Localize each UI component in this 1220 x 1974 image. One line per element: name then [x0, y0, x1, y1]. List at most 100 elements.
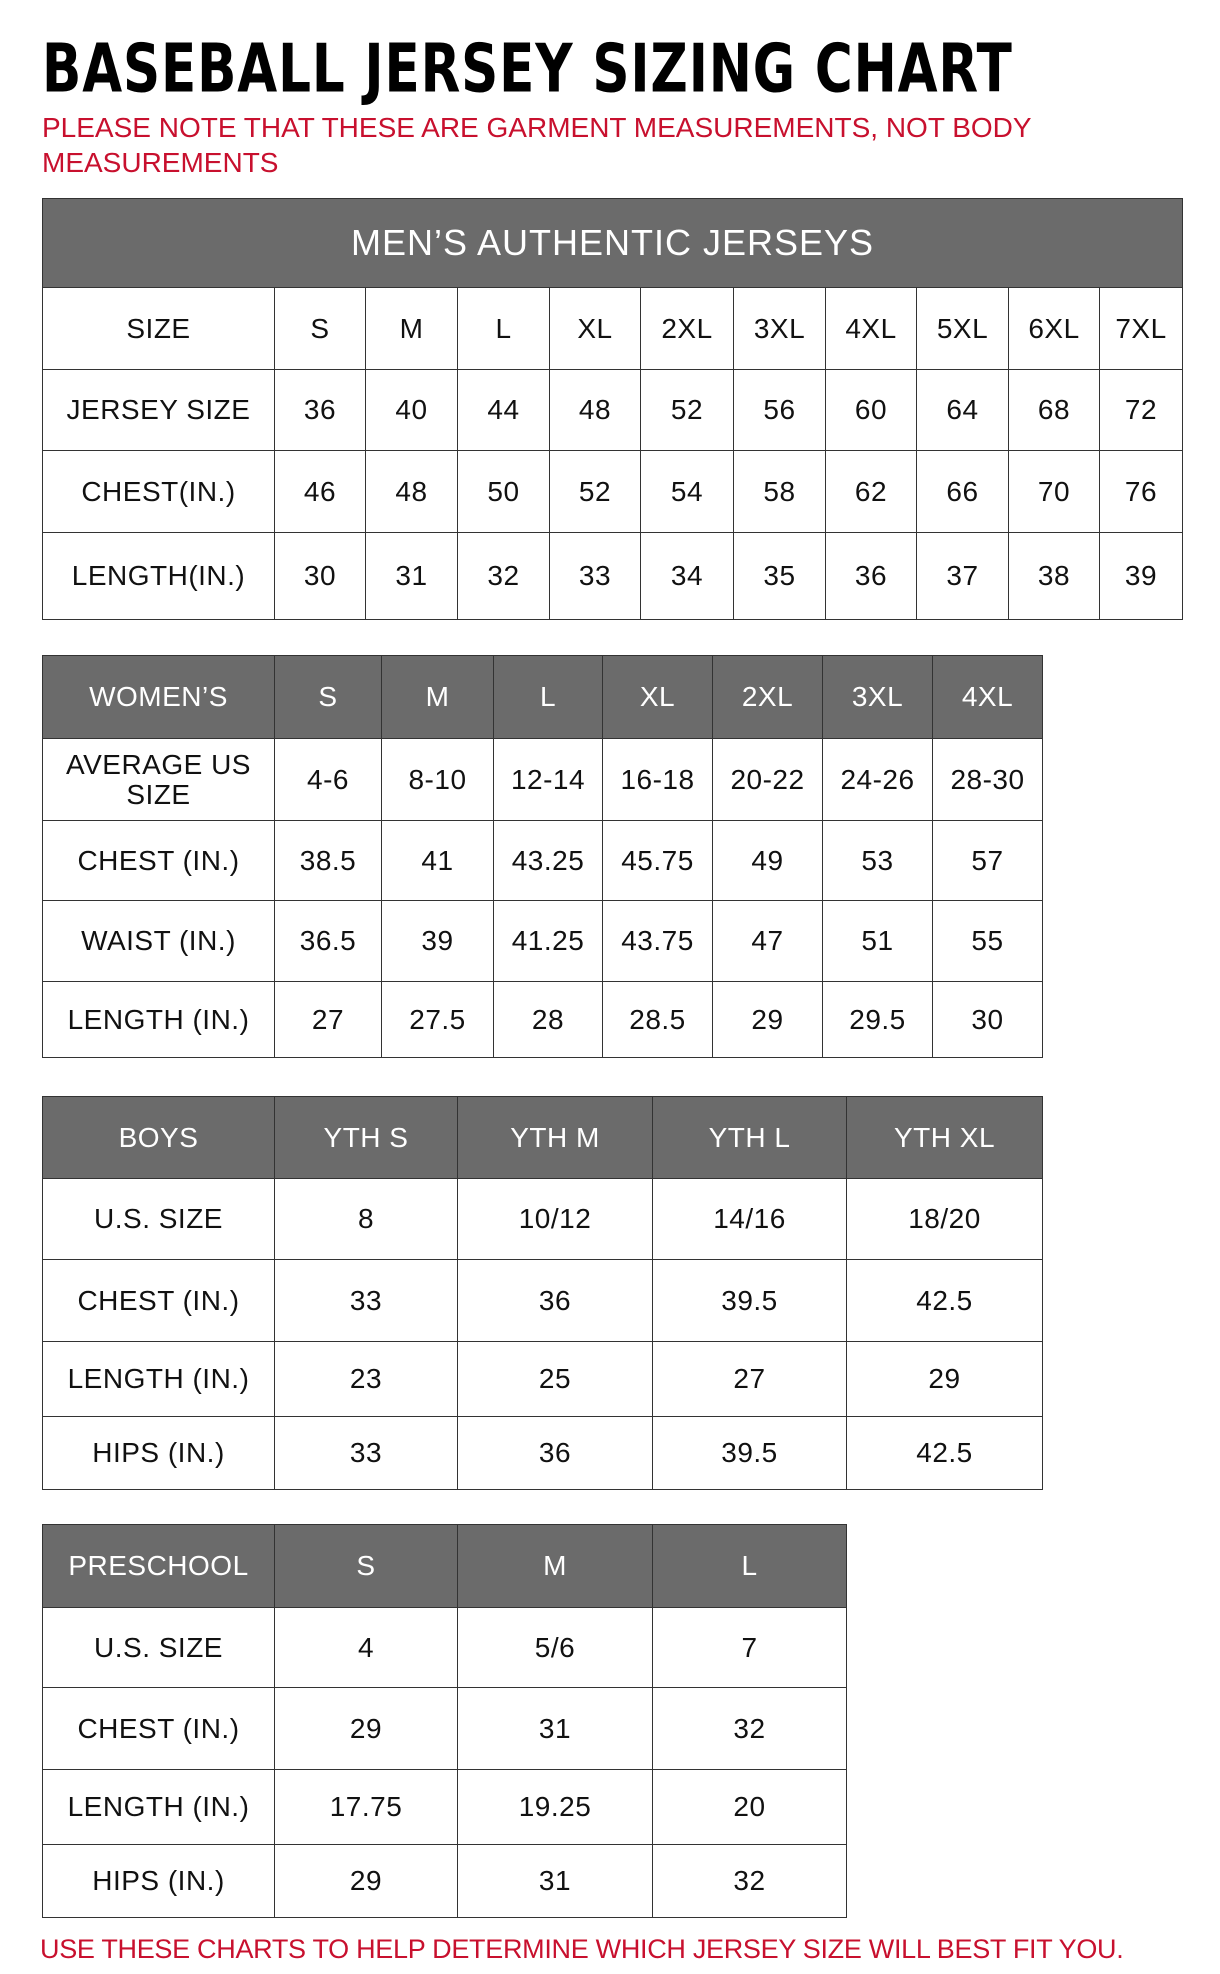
- table-row: HIPS (IN.) 29 31 32: [42, 1844, 847, 1918]
- table-cell: 25: [457, 1341, 653, 1417]
- row-label: AVERAGE US SIZE: [42, 738, 275, 821]
- column-header: L: [493, 655, 603, 739]
- table-cell: 48: [549, 369, 641, 451]
- table-cell: 72: [1099, 369, 1183, 451]
- row-label: LENGTH (IN.): [42, 1769, 275, 1845]
- table-cell: 49: [712, 820, 823, 901]
- column-header: 3XL: [822, 655, 933, 739]
- table-cell: 29: [712, 981, 823, 1058]
- table-cell: 34: [640, 532, 734, 620]
- table-cell: 36.5: [274, 900, 382, 982]
- table-cell: 24-26: [822, 738, 933, 821]
- table-cell: 54: [640, 450, 734, 533]
- table-cell: 52: [549, 450, 641, 533]
- table-cell: 38.5: [274, 820, 382, 901]
- table-cell: 33: [274, 1259, 458, 1342]
- table-cell: 10/12: [457, 1178, 653, 1260]
- table-row: SIZE S M L XL 2XL 3XL 4XL 5XL 6XL 7XL: [42, 287, 1183, 370]
- table-cell: 39: [381, 900, 494, 982]
- table-cell: 30: [274, 532, 366, 620]
- table-cell: 23: [274, 1341, 458, 1417]
- table-header-row: WOMEN’S S M L XL 2XL 3XL 4XL: [42, 655, 1043, 739]
- table-cell: 16-18: [602, 738, 713, 821]
- table-title: MEN’S AUTHENTIC JERSEYS: [42, 198, 1183, 288]
- table-cell: 36: [457, 1259, 653, 1342]
- table-cell: 6XL: [1008, 287, 1100, 370]
- womens-table: WOMEN’S S M L XL 2XL 3XL 4XL AVERAGE US SIZE 4-6 8…: [42, 655, 1043, 1058]
- table-cell: 40: [365, 369, 458, 451]
- table-cell: 47: [712, 900, 823, 982]
- column-header: XL: [602, 655, 713, 739]
- table-cell: 52: [640, 369, 734, 451]
- row-label: WAIST (IN.): [42, 900, 275, 982]
- table-cell: 60: [825, 369, 917, 451]
- table-cell: 20-22: [712, 738, 823, 821]
- column-header: M: [381, 655, 494, 739]
- table-cell: XL: [549, 287, 641, 370]
- row-label: LENGTH (IN.): [42, 1341, 275, 1417]
- table-cell: 5/6: [457, 1607, 653, 1688]
- row-label: U.S. SIZE: [42, 1607, 275, 1688]
- table-cell: 4: [274, 1607, 458, 1688]
- table-row: LENGTH(IN.) 30 31 32 33 34 35 36 37 38 39: [42, 532, 1183, 620]
- table-cell: 7XL: [1099, 287, 1183, 370]
- row-label: LENGTH (IN.): [42, 981, 275, 1058]
- column-header: BOYS: [42, 1096, 275, 1179]
- row-label: CHEST (IN.): [42, 1259, 275, 1342]
- table-cell: 56: [733, 369, 826, 451]
- table-cell: 32: [457, 532, 550, 620]
- table-cell: 55: [932, 900, 1043, 982]
- table-cell: 39: [1099, 532, 1183, 620]
- table-cell: 5XL: [916, 287, 1009, 370]
- table-cell: 29.5: [822, 981, 933, 1058]
- table-cell: 27: [274, 981, 382, 1058]
- row-label: HIPS (IN.): [42, 1844, 275, 1918]
- table-cell: 33: [549, 532, 641, 620]
- table-row: JERSEY SIZE 36 40 44 48 52 56 60 64 68 72: [42, 369, 1183, 451]
- column-header: S: [274, 1524, 458, 1608]
- table-row: LENGTH (IN.) 23 25 27 29: [42, 1341, 1043, 1417]
- table-cell: S: [274, 287, 366, 370]
- table-row: WAIST (IN.) 36.5 39 41.25 43.75 47 51 55: [42, 900, 1043, 982]
- table-cell: 42.5: [846, 1416, 1043, 1490]
- table-cell: 37: [916, 532, 1009, 620]
- table-cell: 27.5: [381, 981, 494, 1058]
- boys-table: BOYS YTH S YTH M YTH L YTH XL U.S. SIZE 8 10/12…: [42, 1096, 1043, 1490]
- row-label: CHEST(IN.): [42, 450, 275, 533]
- table-cell: 12-14: [493, 738, 603, 821]
- table-row: U.S. SIZE 4 5/6 7: [42, 1607, 847, 1688]
- table-header-row: BOYS YTH S YTH M YTH L YTH XL: [42, 1096, 1043, 1179]
- table-cell: 28-30: [932, 738, 1043, 821]
- column-header: L: [652, 1524, 847, 1608]
- column-header: PRESCHOOL: [42, 1524, 275, 1608]
- table-row: U.S. SIZE 8 10/12 14/16 18/20: [42, 1178, 1043, 1260]
- table-cell: 19.25: [457, 1769, 653, 1845]
- row-label: LENGTH(IN.): [42, 532, 275, 620]
- column-header: YTH L: [652, 1096, 847, 1179]
- row-label: HIPS (IN.): [42, 1416, 275, 1490]
- table-cell: 76: [1099, 450, 1183, 533]
- table-cell: 17.75: [274, 1769, 458, 1845]
- table-cell: 36: [825, 532, 917, 620]
- table-row: CHEST(IN.) 46 48 50 52 54 58 62 66 70 76: [42, 450, 1183, 533]
- table-cell: 32: [652, 1844, 847, 1918]
- table-cell: 29: [274, 1687, 458, 1770]
- column-header: 2XL: [712, 655, 823, 739]
- garment-measurement-note: PLEASE NOTE THAT THESE ARE GARMENT MEASU…: [42, 112, 1032, 178]
- table-cell: 29: [274, 1844, 458, 1918]
- table-cell: 38: [1008, 532, 1100, 620]
- table-cell: 44: [457, 369, 550, 451]
- table-row: AVERAGE US SIZE 4-6 8-10 12-14 16-18 20-22 24-…: [42, 738, 1043, 821]
- table-cell: L: [457, 287, 550, 370]
- table-header-row: PRESCHOOL S M L: [42, 1524, 847, 1608]
- column-header: 4XL: [932, 655, 1043, 739]
- table-cell: 41.25: [493, 900, 603, 982]
- row-label: SIZE: [42, 287, 275, 370]
- table-cell: 41: [381, 820, 494, 901]
- row-label: CHEST (IN.): [42, 1687, 275, 1770]
- row-label: U.S. SIZE: [42, 1178, 275, 1260]
- table-cell: 4-6: [274, 738, 382, 821]
- table-cell: 31: [365, 532, 458, 620]
- table-cell: 39.5: [652, 1416, 847, 1490]
- table-cell: 31: [457, 1844, 653, 1918]
